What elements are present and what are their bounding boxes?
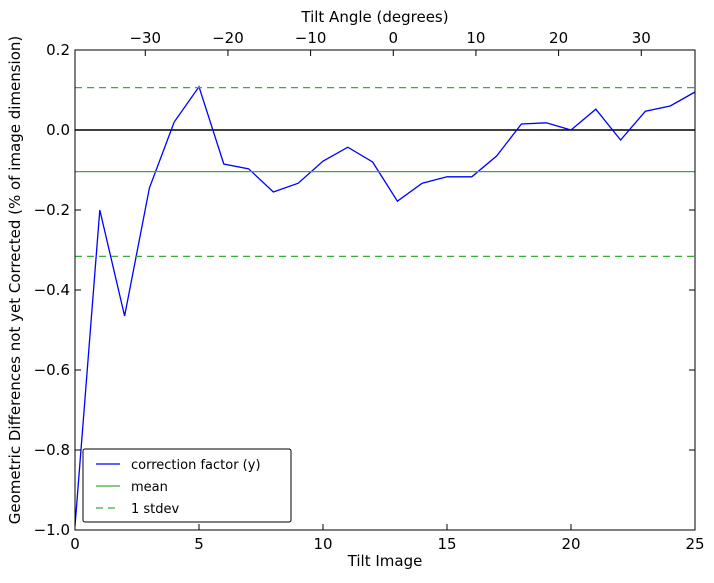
- x-tick-label: 25: [685, 535, 704, 553]
- legend-label: 1 stdev: [131, 502, 180, 517]
- top-x-tick-label: 30: [632, 29, 651, 47]
- top-x-tick-label: −20: [212, 29, 244, 47]
- top-x-tick-label: 0: [388, 29, 398, 47]
- legend-label: correction factor (y): [131, 458, 261, 473]
- y-tick-label: −0.8: [34, 441, 70, 459]
- y-tick-label: −0.4: [34, 281, 70, 299]
- y-tick-label: 0.2: [46, 41, 70, 59]
- top-x-tick-label: 10: [466, 29, 485, 47]
- x-tick-label: 0: [70, 535, 80, 553]
- x-tick-label: 5: [194, 535, 204, 553]
- plot-area: [74, 85, 696, 527]
- y-tick-label: −1.0: [34, 521, 70, 539]
- x-axis-label: Tilt Image: [347, 552, 423, 570]
- x-tick-label: 20: [561, 535, 580, 553]
- legend-box: [82, 448, 292, 523]
- top-x-tick-label: −30: [129, 29, 161, 47]
- x-tick-label: 15: [437, 535, 456, 553]
- legend: correction factor (y) mean 1 stdev: [82, 448, 292, 523]
- top-x-tick-label: −10: [295, 29, 327, 47]
- legend-label: mean: [131, 480, 168, 495]
- y-tick-label: 0.0: [46, 121, 70, 139]
- top-x-axis-label: Tilt Angle (degrees): [300, 8, 448, 26]
- top-x-tick-label: 20: [549, 29, 568, 47]
- series-line-correction-factor-y: [74, 85, 696, 527]
- y-tick-label: −0.2: [34, 201, 70, 219]
- y-tick-label: −0.6: [34, 361, 70, 379]
- y-axis-label: Geometric Differences not yet Corrected …: [6, 36, 24, 525]
- x-tick-label: 10: [313, 535, 332, 553]
- tick-layer: 0 5 10 15 20 25 −30 −20 −10 0 10 20 30 −1.0 −0.8 −0.6 −0…: [34, 29, 705, 553]
